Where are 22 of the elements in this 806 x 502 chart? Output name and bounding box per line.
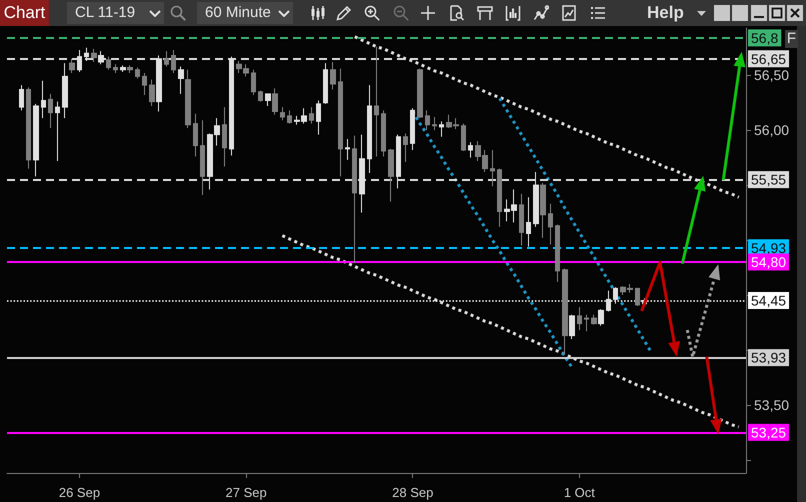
dropdown: 60 Minute [197, 2, 293, 24]
tab: Chart [0, 0, 49, 26]
y-tick-label: 56,00 [754, 122, 790, 138]
chart-subtitle: 60 Minute [205, 3, 271, 23]
ref-line-label: 54,80 [751, 254, 786, 270]
x-tick-label: 1 Oct [564, 485, 596, 500]
x-tick-label: 28 Sep [392, 485, 434, 500]
ref-line-label: 54,93 [751, 240, 786, 256]
button: F [785, 30, 798, 48]
chart-title: CL 11-19 [75, 3, 136, 23]
dropdown: CL 11-19 [67, 2, 164, 24]
ref-line-label: 55,55 [751, 172, 786, 188]
x-tick-label: 27 Sep [225, 485, 267, 500]
ref-line-label: 53,93 [751, 350, 786, 366]
x-tick-label: 26 Sep [58, 485, 100, 500]
ref-line-label: 56,65 [751, 50, 786, 67]
text: Help [647, 2, 684, 24]
ref-line-label: 54,45 [751, 292, 786, 308]
y-tick-label: 56,50 [754, 67, 790, 84]
y-tick-label: 53,50 [754, 396, 790, 413]
ref-line-label: 56,8 [751, 30, 778, 46]
ref-line-label: 53,25 [751, 424, 786, 440]
